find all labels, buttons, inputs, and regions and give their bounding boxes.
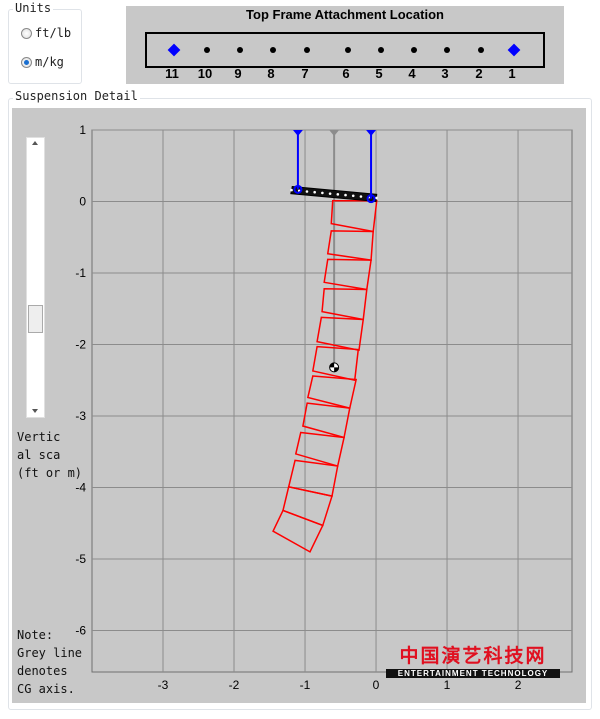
suspension-figure: -3 -2 -1 0 1 2 1 0 -1 -2 -3 -4 -5 -6	[12, 108, 586, 703]
attachment-point-6[interactable]	[345, 47, 351, 53]
y-tick-label: -5	[75, 552, 86, 566]
attachment-label: 5	[375, 66, 383, 81]
attachment-point-11[interactable]	[167, 43, 181, 57]
top-frame-panel: Top Frame Attachment Location 11 10 9 8 7 6 5 4…	[126, 6, 564, 84]
attachment-point-1[interactable]	[507, 43, 521, 57]
frame-hole-icon	[336, 193, 340, 196]
attachment-point-2[interactable]	[478, 47, 484, 53]
scroll-thumb[interactable]	[28, 305, 43, 333]
attachment-point-8[interactable]	[270, 47, 276, 53]
frame-hole-icon	[313, 190, 316, 194]
x-tick-label: 1	[444, 678, 451, 692]
cg-marker-fill	[329, 362, 339, 372]
cg-note: Note: Grey line denotes CG axis.	[17, 628, 83, 696]
attachment-selector[interactable]	[145, 32, 545, 68]
vertical-scale-label: Vertic al sca (ft or m)	[17, 430, 83, 480]
frame-hole-icon	[375, 196, 378, 200]
radio-ft-lb[interactable]: ft/lb	[21, 26, 71, 40]
attachment-label: 1	[508, 66, 516, 81]
attachment-label: 10	[197, 66, 213, 81]
attachment-point-3[interactable]	[444, 47, 450, 53]
x-tick-label: 0	[373, 678, 380, 692]
y-tick-label: -3	[75, 409, 86, 423]
frame-hole-icon	[359, 195, 363, 198]
point-dot-icon	[345, 47, 351, 53]
frame-hole-icon	[290, 188, 293, 192]
frame-hole-icon	[305, 190, 309, 193]
x-tick-label: -2	[229, 678, 240, 692]
cabinet-box	[311, 345, 360, 382]
point-dot-icon	[444, 47, 450, 53]
attachment-point-9[interactable]	[237, 47, 243, 53]
attachment-label: 11	[165, 66, 179, 81]
watermark-logo: 中国演艺科技网 ENTERTAINMENT TECHNOLOGY	[386, 641, 560, 678]
vertical-scale-scrollbar[interactable]	[26, 137, 45, 418]
radio-m-kg[interactable]: m/kg	[21, 55, 64, 69]
radio-ft-lb-button[interactable]	[21, 27, 32, 39]
attachment-label: 8	[267, 66, 275, 81]
attachment-label: 2	[475, 66, 483, 81]
frame-hole-icon	[351, 194, 355, 198]
top-frame-title: Top Frame Attachment Location	[246, 7, 444, 22]
radio-m-kg-label: m/kg	[35, 55, 64, 69]
frame-hole-icon	[344, 193, 347, 197]
attachment-label: 6	[342, 66, 350, 81]
units-group	[8, 9, 82, 84]
pickup-point-icon	[366, 194, 376, 204]
y-tick-label: -1	[75, 266, 86, 280]
attachment-point-7[interactable]	[304, 47, 310, 53]
selected-diamond-icon	[507, 43, 521, 57]
x-tick-label: -1	[300, 678, 311, 692]
point-dot-icon	[304, 47, 310, 53]
cabinet-box	[272, 509, 324, 553]
pickup-triangle-icon	[366, 130, 377, 136]
pickup-triangle-icon	[292, 130, 303, 136]
cabinet-box	[316, 316, 365, 352]
point-dot-icon	[270, 47, 276, 53]
attachment-label: 9	[234, 66, 242, 81]
selected-diamond-icon	[167, 43, 181, 57]
point-dot-icon	[204, 47, 210, 53]
pickup-point-icon	[293, 184, 303, 194]
attachment-label: 4	[408, 66, 416, 81]
point-dot-icon	[411, 47, 417, 53]
y-tick-label: 0	[79, 195, 86, 209]
attachment-point-4[interactable]	[411, 47, 417, 53]
y-tick-label: 1	[79, 123, 86, 137]
x-tick-label: 2	[515, 678, 522, 692]
y-tick-label: -6	[75, 624, 86, 638]
suspension-legend: Suspension Detail	[13, 89, 140, 103]
suspension-plot: -3 -2 -1 0 1 2 1 0 -1 -2 -3 -4 -5 -6	[75, 123, 573, 692]
attachment-point-5[interactable]	[378, 47, 384, 53]
attachment-label: 3	[441, 66, 449, 81]
scroll-up-arrow-icon[interactable]	[32, 141, 38, 145]
point-dot-icon	[237, 47, 243, 53]
attachment-label: 7	[301, 66, 309, 81]
frame-hole-icon	[328, 192, 332, 195]
scroll-down-arrow-icon[interactable]	[32, 409, 38, 413]
attachment-point-10[interactable]	[204, 47, 210, 53]
y-tick-label: -2	[75, 338, 86, 352]
y-tick-label: -4	[75, 481, 86, 495]
watermark-en: ENTERTAINMENT TECHNOLOGY	[386, 669, 560, 678]
point-dot-icon	[378, 47, 384, 53]
x-tick-label: -3	[158, 678, 169, 692]
radio-m-kg-button[interactable]	[21, 56, 32, 68]
radio-ft-lb-label: ft/lb	[35, 26, 72, 40]
watermark-cn: 中国演艺科技网	[399, 645, 547, 667]
point-dot-icon	[478, 47, 484, 53]
frame-hole-icon	[321, 191, 324, 195]
units-legend: Units	[13, 1, 54, 15]
suspension-group	[8, 98, 592, 710]
cg-triangle-icon	[329, 130, 340, 136]
